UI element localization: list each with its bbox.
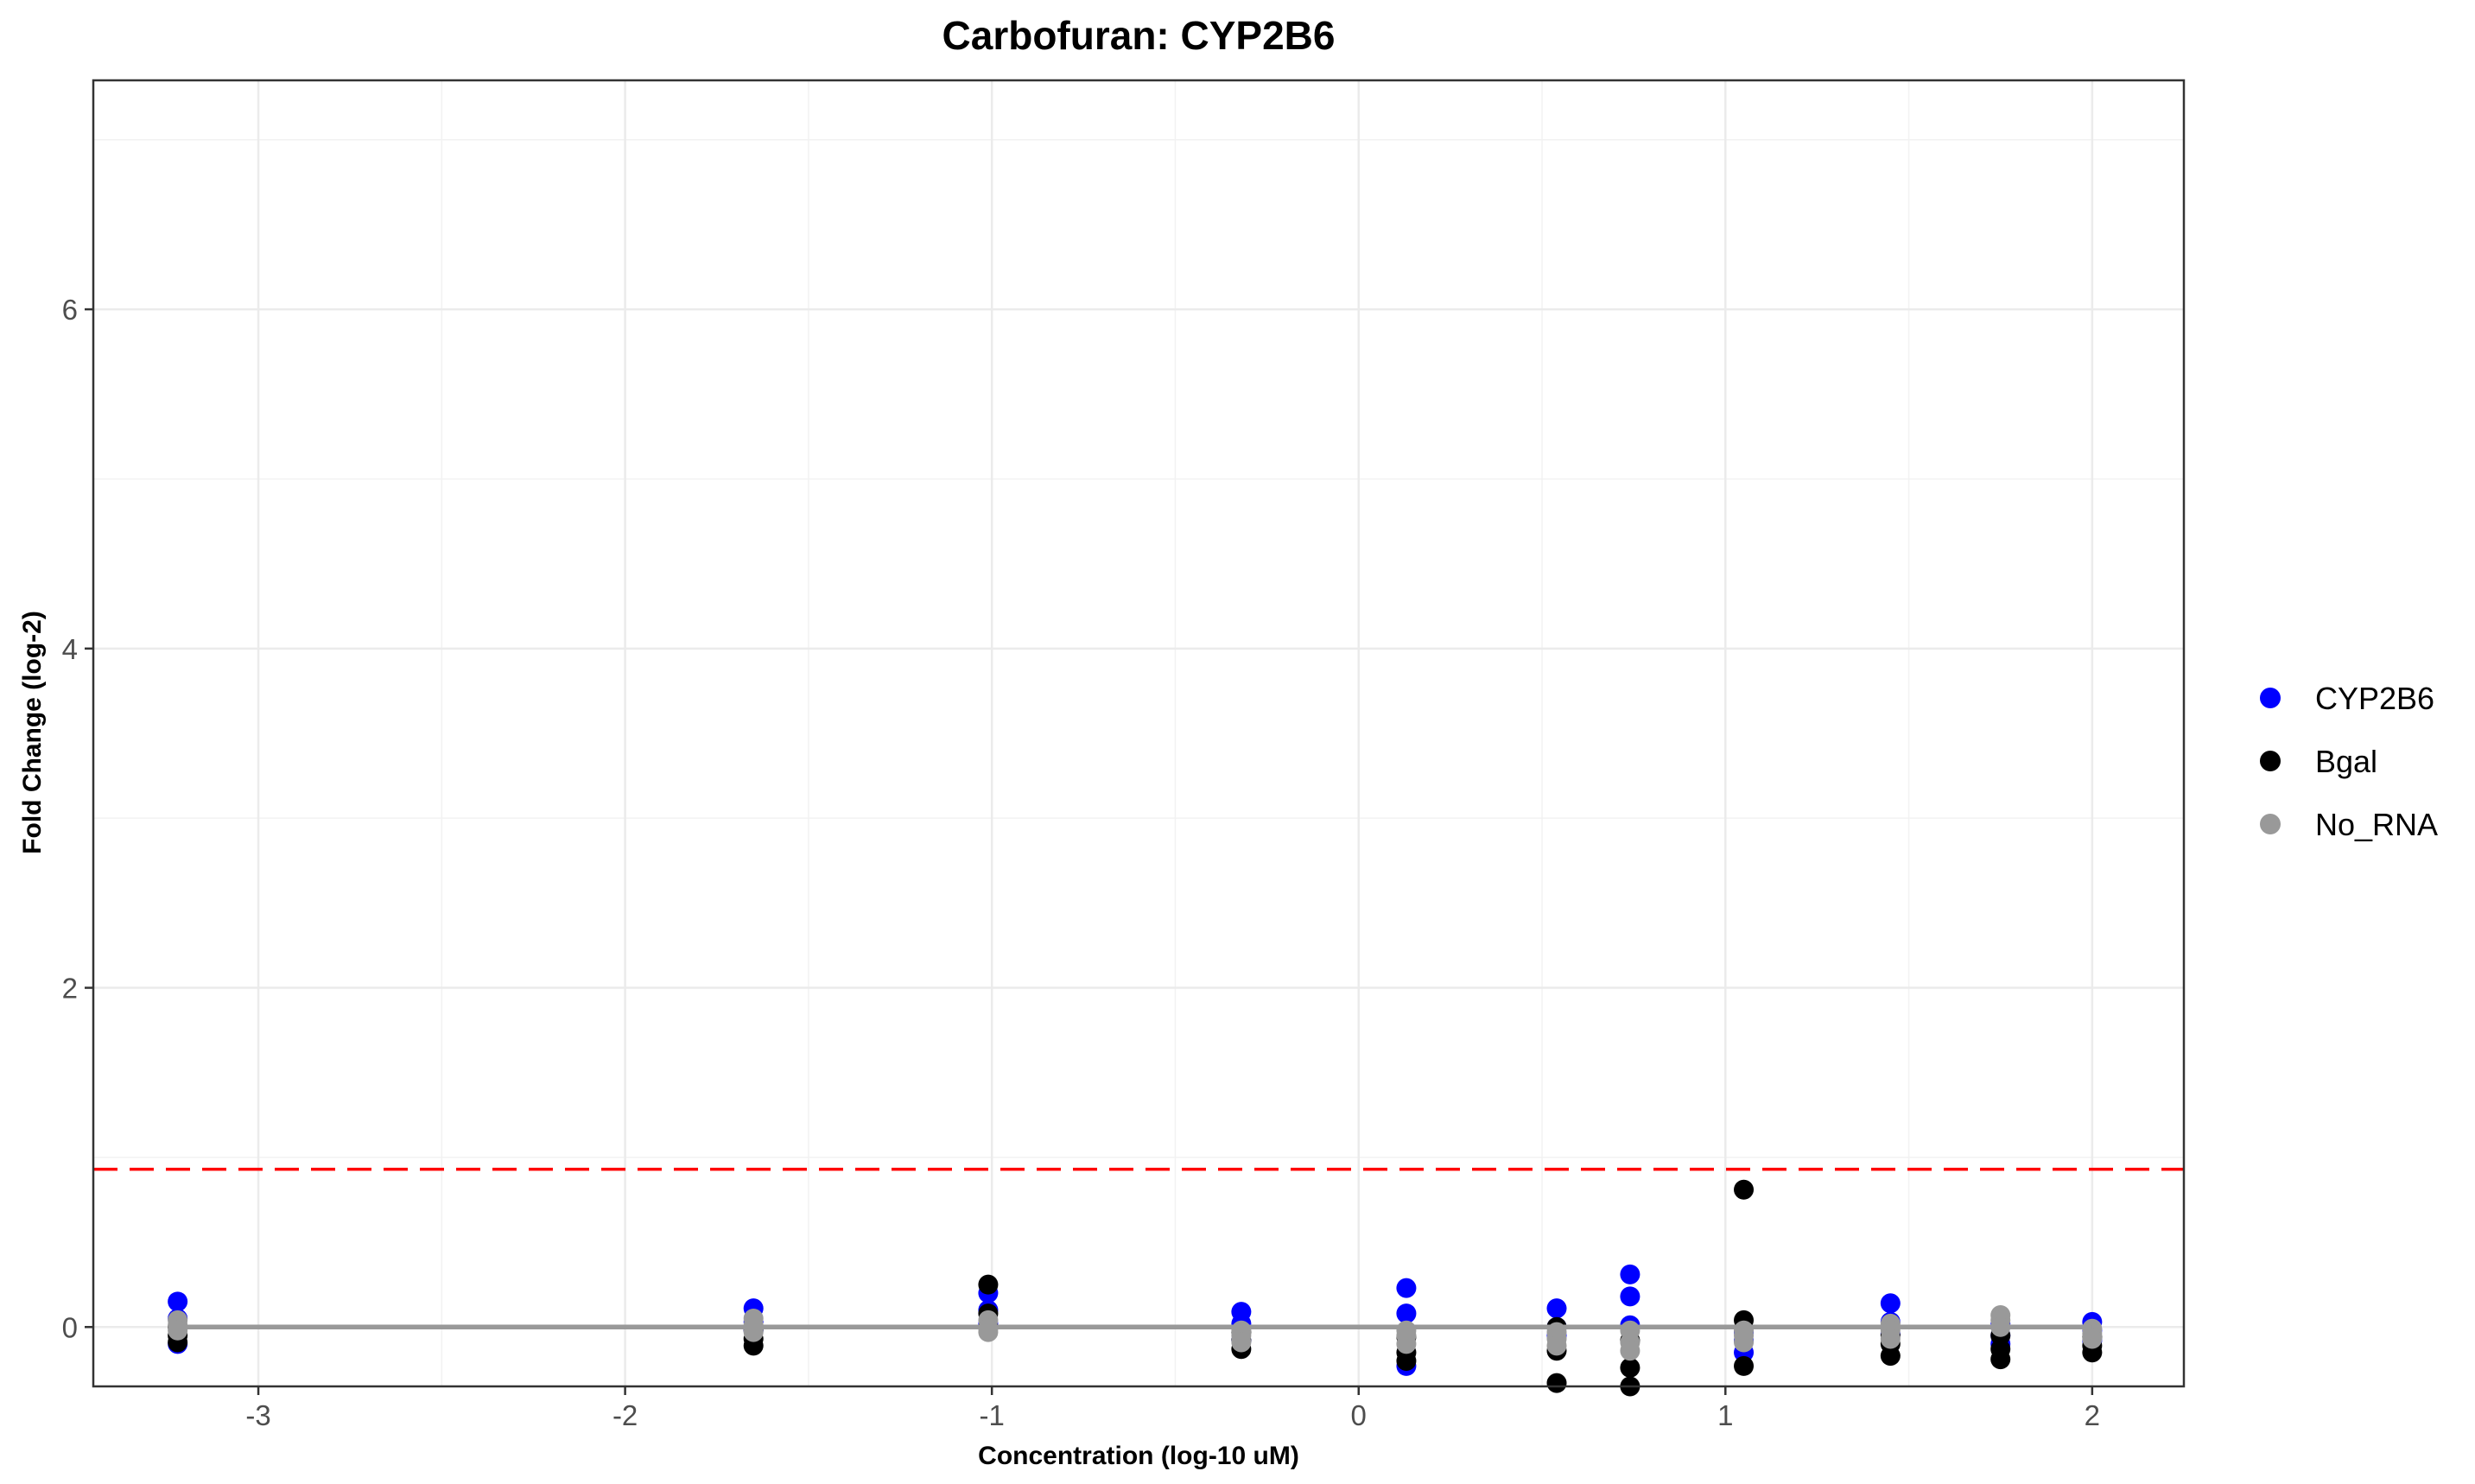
x-tick-label: -3 <box>245 1399 270 1431</box>
legend-key-no-rna <box>2260 814 2281 834</box>
data-point-cyp2b6 <box>168 1291 188 1312</box>
y-tick-label: 2 <box>62 973 78 1005</box>
legend-label-no-rna: No_RNA <box>2315 807 2438 842</box>
data-point-no-rna <box>1734 1332 1755 1353</box>
x-tick-label: 0 <box>1351 1399 1367 1431</box>
data-point-cyp2b6 <box>1546 1298 1567 1319</box>
legend: CYP2B6 Bgal No_RNA <box>2260 681 2438 842</box>
y-tick-label: 6 <box>62 294 78 326</box>
data-point-bgal <box>978 1274 999 1295</box>
data-point-cyp2b6 <box>1620 1286 1640 1307</box>
x-tick-label: 2 <box>2085 1399 2100 1431</box>
x-axis-title: Concentration (log-10 uM) <box>978 1442 1299 1470</box>
data-point-cyp2b6 <box>1880 1293 1901 1314</box>
chart-title: Carbofuran: CYP2B6 <box>942 13 1336 58</box>
data-point-no-rna <box>1620 1341 1640 1361</box>
data-point-bgal <box>1546 1373 1567 1393</box>
data-point-bgal <box>1880 1346 1901 1367</box>
data-point-no-rna <box>1396 1334 1417 1354</box>
minor-gridlines <box>93 80 2184 1386</box>
data-point-cyp2b6 <box>1396 1278 1417 1298</box>
legend-key-cyp2b6 <box>2260 688 2281 708</box>
y-tick-label: 0 <box>62 1311 78 1343</box>
data-point-bgal <box>1734 1355 1755 1376</box>
plot-panel-border <box>92 79 2186 1388</box>
major-gridlines <box>93 80 2184 1386</box>
data-point-no-rna <box>1880 1329 1901 1349</box>
y-axis-title: Fold Change (log-2) <box>18 611 47 854</box>
legend-label-bgal: Bgal <box>2315 744 2377 779</box>
data-point-bgal <box>1396 1351 1417 1372</box>
x-tick-label: -2 <box>612 1399 638 1431</box>
x-tick-label: 1 <box>1717 1399 1733 1431</box>
legend-label-cyp2b6: CYP2B6 <box>2315 681 2434 716</box>
data-point-cyp2b6 <box>1396 1303 1417 1324</box>
data-point-no-rna <box>168 1320 188 1341</box>
data-point-no-rna <box>1546 1335 1567 1356</box>
legend-key-bgal <box>2260 751 2281 771</box>
y-tick-label: 4 <box>62 633 78 665</box>
x-tick-label: -1 <box>980 1399 1005 1431</box>
data-point-no-rna <box>1231 1332 1252 1353</box>
data-point-bgal <box>1734 1179 1755 1200</box>
data-point-no-rna <box>2082 1329 2103 1349</box>
y-axis-ticks: 0 2 4 6 <box>62 294 93 1343</box>
x-axis-ticks: -3 -2 -1 0 1 2 <box>245 1386 2100 1431</box>
data-point-bgal <box>1990 1349 2011 1370</box>
data-point-bgal <box>1620 1357 1640 1378</box>
data-point-cyp2b6 <box>1620 1264 1640 1284</box>
